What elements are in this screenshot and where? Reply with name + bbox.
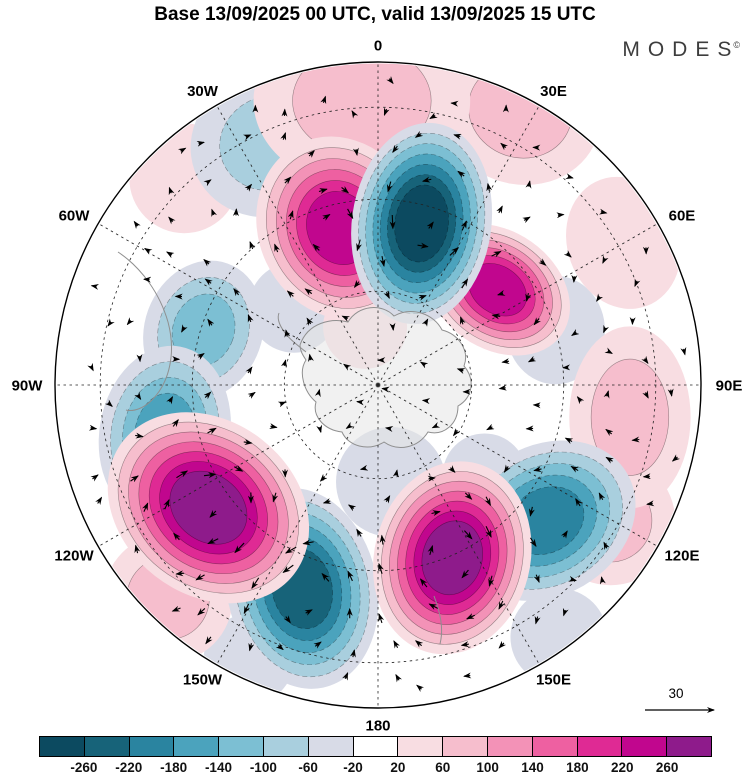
colorbar-segment	[442, 737, 487, 756]
longitude-labels: 0 30E 60E 90E 120E 150E 180 150W 120W 90W 60W 30W	[12, 37, 743, 734]
longitude-label: 60E	[669, 207, 696, 224]
colorbar-tick-label: 140	[521, 760, 544, 775]
colorbar-segment	[486, 737, 532, 756]
colorbar-tick-label: 100	[476, 760, 499, 775]
colorbar-segment	[173, 737, 219, 756]
longitude-label: 150W	[183, 672, 223, 689]
colorbar-tick-label: 20	[390, 760, 406, 775]
modes-logo: MODES©	[622, 38, 740, 62]
colorbar-segment	[218, 737, 263, 756]
colorbar-segment	[352, 737, 398, 756]
modes-logo-mark: ©	[733, 40, 740, 50]
graticule	[56, 63, 700, 707]
longitude-label: 180	[365, 717, 390, 734]
reference-arrow-label: 30	[668, 686, 683, 701]
reference-arrow: 30	[645, 686, 715, 713]
longitude-label: 60W	[59, 207, 91, 224]
antarctica-coastline	[299, 307, 472, 448]
longitude-label: 150E	[536, 672, 571, 689]
longitude-label: 90E	[716, 377, 743, 394]
colorbar-segment	[666, 737, 711, 756]
australia-coastline	[585, 623, 637, 661]
longitude-label: 120W	[54, 547, 94, 564]
colorbar-segment	[83, 737, 129, 756]
colorbar-segment	[397, 737, 443, 756]
colorbar-tick-label: -60	[298, 760, 318, 775]
wind-arrows	[87, 76, 687, 693]
colorbar-tick-label: 180	[566, 760, 589, 775]
longitude-label: 30E	[540, 83, 567, 100]
colorbar-segment	[128, 737, 174, 756]
colorbar-tick-label: 260	[655, 760, 679, 775]
longitude-label: 0	[374, 37, 382, 54]
longitude-label: 90W	[12, 377, 44, 394]
colorbar	[39, 736, 712, 757]
modes-logo-text: MODES	[622, 38, 740, 61]
colorbar-segment	[40, 737, 84, 756]
longitude-label: 30W	[187, 83, 219, 100]
colorbar-tick-label: 60	[435, 760, 451, 775]
colorbar-tick-label: -220	[115, 760, 143, 775]
longitude-label: 120E	[664, 547, 699, 564]
colorbar-segment	[531, 737, 577, 756]
colorbar-tick-label: -260	[70, 760, 98, 775]
colorbar-tick-label: -140	[204, 760, 232, 775]
colorbar-segment	[576, 737, 622, 756]
colorbar-tick-label: -100	[249, 760, 277, 775]
colorbar-segment	[307, 737, 353, 756]
colorbar-tick-label: -20	[343, 760, 363, 775]
colorbar-segment	[262, 737, 308, 756]
colorbar-labels: -260 -220 -180 -140 -100 -60 -20 20 60 100 140 180 2…	[39, 760, 712, 778]
colorbar-segment	[621, 737, 667, 756]
colorbar-tick-label: 220	[611, 760, 634, 775]
page-title: Base 13/09/2025 00 UTC, valid 13/09/2025…	[154, 4, 596, 25]
new-zealand-coastline	[433, 595, 443, 645]
colorbar-tick-label: -180	[160, 760, 188, 775]
